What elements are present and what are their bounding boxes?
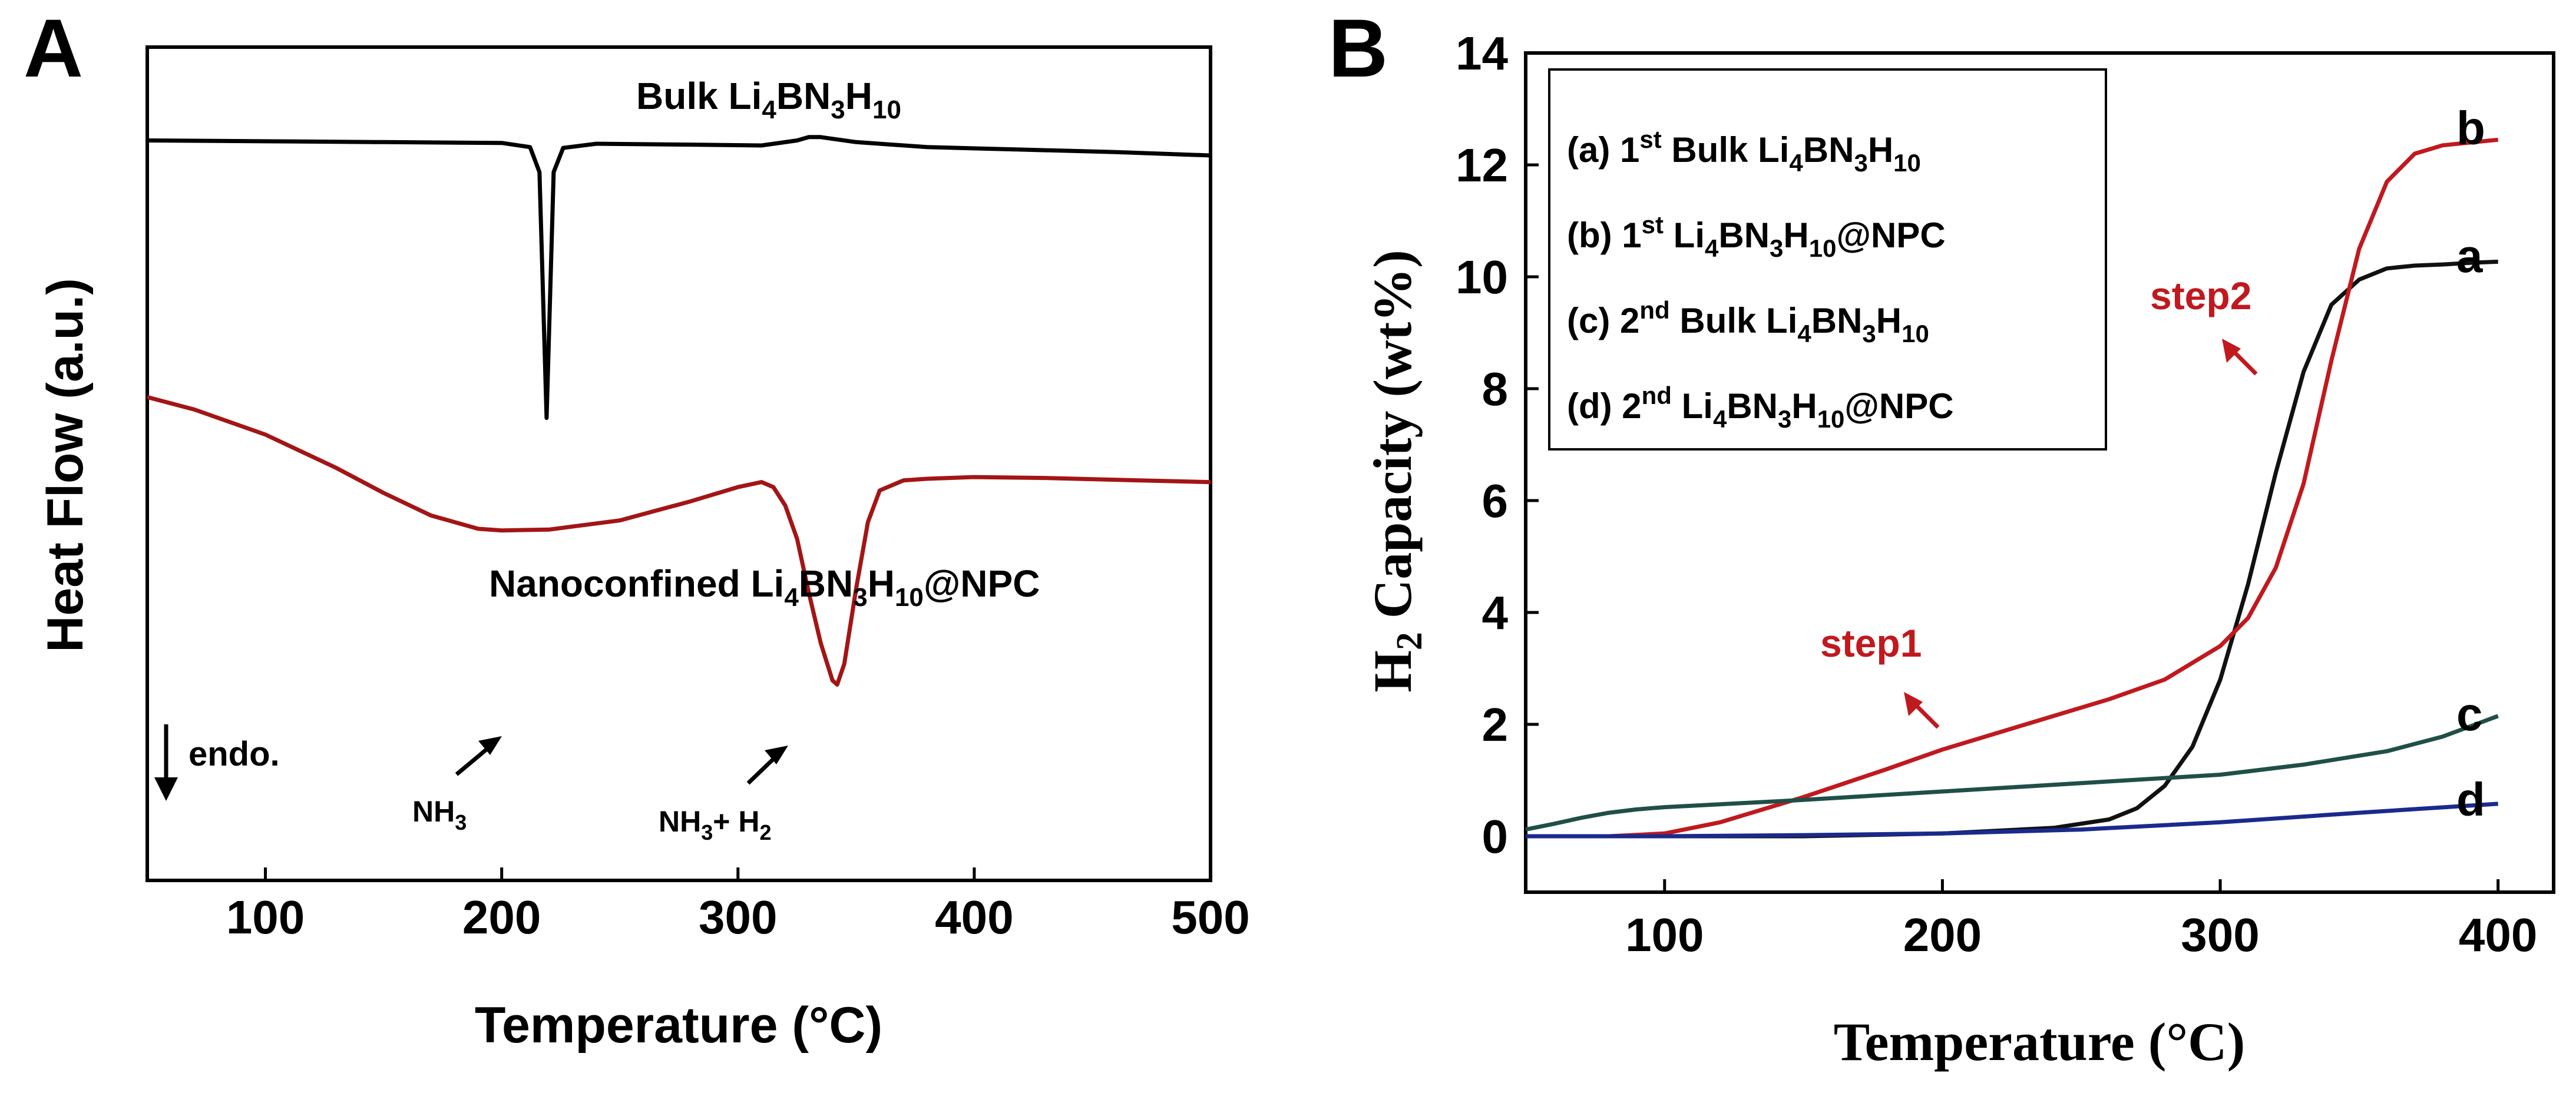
panel-a-series-line-bulk bbox=[147, 135, 1211, 420]
step1-label: step1 bbox=[1820, 621, 1922, 665]
step1-arrow-head bbox=[1904, 692, 1923, 716]
panel-b: B 0 2 4 6 8 10 12 14 100 200 300 400 (a) 1st Bulk … bbox=[1328, 2, 2555, 1072]
series-d-end-label: d bbox=[2456, 773, 2485, 826]
panel-b-y-tick-label: 12 bbox=[1456, 139, 1508, 191]
panel-b-y-tick-label: 10 bbox=[1456, 251, 1508, 303]
panel-b-y-axis-title: H2 Capacity (wt%) bbox=[1363, 250, 1430, 693]
panel-a-x-tick-label: 200 bbox=[462, 891, 541, 943]
step2-arrow bbox=[2231, 349, 2258, 376]
panel-a-x-tick-label: 400 bbox=[935, 891, 1013, 943]
panel-a-label: A bbox=[24, 2, 83, 94]
nanoconfined-series-label: Nanoconfined Li4BN3H10@NPC bbox=[489, 562, 1040, 612]
panel-a-plot-frame bbox=[146, 45, 1212, 882]
nh3-arrow-head bbox=[478, 736, 502, 755]
step2-arrow-head bbox=[2222, 339, 2241, 363]
legend-item: (d) 2nd Li4BN3H10@NPC bbox=[1567, 382, 1954, 433]
panel-a-series-line-nanoconfined bbox=[147, 395, 1211, 687]
panel-a-y-axis-title: Heat Flow (a.u.) bbox=[37, 278, 94, 652]
panel-a: A 100 200 300 400 500 Bulk Li4BN3H10 Nanocon… bbox=[24, 2, 1250, 1054]
series-line-d bbox=[1526, 801, 2498, 839]
step1-arrow bbox=[1913, 702, 1940, 729]
legend-item: (b) 1st Li4BN3H10@NPC bbox=[1567, 211, 1946, 262]
panel-b-x-tick-label: 100 bbox=[1625, 909, 1704, 961]
panel-b-y-tick-label: 8 bbox=[1482, 363, 1509, 415]
series-line-c bbox=[1525, 714, 2499, 832]
panel-a-x-tick-label: 100 bbox=[226, 891, 305, 943]
series-line-b bbox=[1526, 137, 2499, 839]
panel-b-y-tick-label: 2 bbox=[1482, 698, 1509, 751]
panel-a-x-tick-label: 300 bbox=[699, 891, 777, 943]
series-a-end-label: a bbox=[2456, 230, 2483, 282]
panel-b-label: B bbox=[1328, 2, 1388, 94]
legend: (a) 1st Bulk Li4BN3H10 (b) 1st Li4BN3H10@… bbox=[1567, 125, 1954, 433]
panel-b-y-tick-label: 14 bbox=[1456, 27, 1508, 80]
step2-label: step2 bbox=[2150, 274, 2251, 317]
panel-b-x-tick-label: 400 bbox=[2459, 909, 2537, 961]
panel-a-series bbox=[147, 135, 1211, 687]
panel-b-y-tick-label: 0 bbox=[1482, 810, 1509, 863]
panel-b-y-tick-label: 6 bbox=[1482, 475, 1509, 527]
nh3-label: NH3 bbox=[412, 795, 467, 834]
panel-a-x-axis-title: Temperature (°C) bbox=[475, 997, 882, 1054]
panel-b-plot-frame bbox=[1524, 51, 2555, 894]
nh3-h2-label: NH3+ H2 bbox=[659, 805, 771, 844]
panel-a-x-tick-label: 500 bbox=[1171, 891, 1249, 943]
panel-b-x-ticks: 100 200 300 400 bbox=[1625, 879, 2537, 961]
series-c-end-label: c bbox=[2456, 688, 2483, 740]
panel-b-series bbox=[1525, 137, 2499, 839]
nh3-h2-arrow-head bbox=[765, 746, 788, 764]
panel-b-y-tick-label: 4 bbox=[1482, 587, 1509, 639]
panel-b-x-tick-label: 200 bbox=[1903, 909, 1982, 961]
panel-b-x-axis-title: Temperature (°C) bbox=[1834, 1012, 2246, 1072]
endo-label: endo. bbox=[189, 735, 280, 773]
endo-arrow-head bbox=[154, 777, 178, 801]
bulk-series-label: Bulk Li4BN3H10 bbox=[636, 75, 901, 124]
panel-a-x-ticks: 100 200 300 400 500 bbox=[226, 867, 1250, 943]
panel-b-y-ticks: 0 2 4 6 8 10 12 14 bbox=[1456, 27, 1539, 863]
panel-b-x-tick-label: 300 bbox=[2181, 909, 2259, 961]
legend-item: (c) 2nd Bulk Li4BN3H10 bbox=[1567, 296, 1929, 347]
legend-box bbox=[1548, 68, 2107, 451]
legend-item: (a) 1st Bulk Li4BN3H10 bbox=[1567, 125, 1921, 177]
series-b-end-label: b bbox=[2456, 102, 2485, 154]
